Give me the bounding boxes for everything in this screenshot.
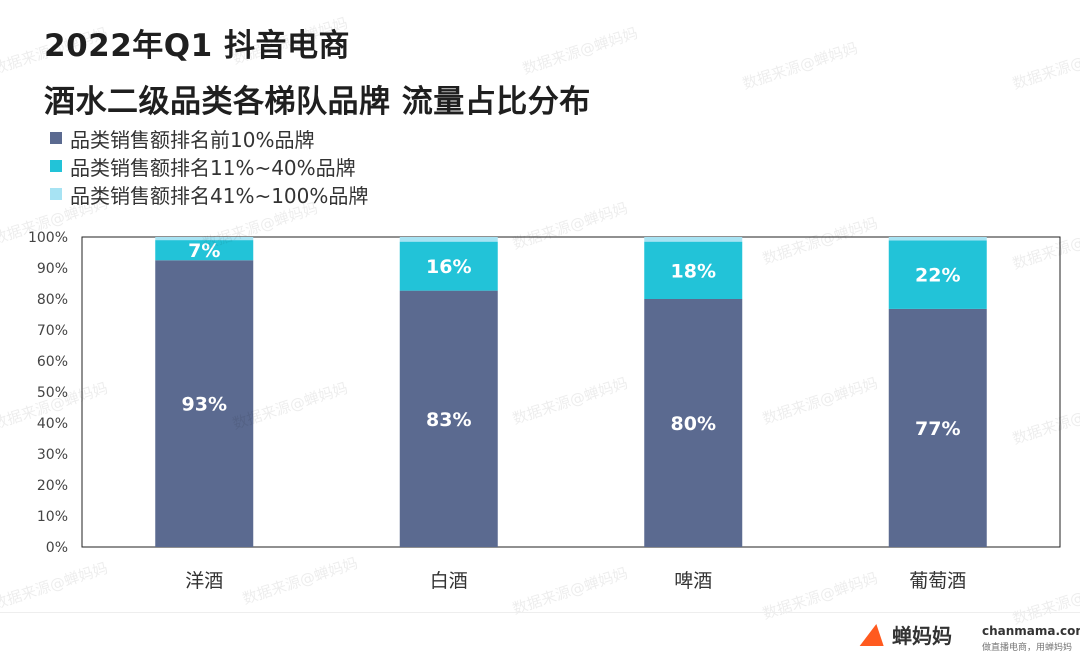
data-label-0-1: 83% [426,409,471,431]
y-tick-labels: 0% 10% 20% 30% 40% 50% 60% 70% 80% 90% 100% [28,230,68,556]
legend-swatch-41-100 [50,188,62,200]
chart-title-line2: 酒水二级品类各梯队品牌 流量占比分布 [44,84,591,120]
bar-segment-2-3 [888,237,987,241]
data-label-1-3: 22% [915,265,960,287]
y-tick-label: 100% [28,230,68,246]
legend: 品类销售额排名前10%品牌 品类销售额排名11%~40%品牌 品类销售额排名41… [50,124,368,208]
bars: 93% 7% 83% 16% 80% 18% 77% 22% [155,237,987,547]
data-label-0-0: 93% [182,394,227,416]
legend-label-top10: 品类销售额排名前10%品牌 [70,127,315,152]
chart-title-line1: 2022年Q1 抖音电商 [44,28,350,64]
legend-swatch-11-40 [50,160,62,172]
legend-item-41-100: 品类销售额排名41%~100%品牌 [50,180,368,208]
x-tick-label: 洋酒 [185,570,223,592]
brand-name: 蝉妈妈 [892,624,952,648]
bar-segment-0-2 [644,299,743,547]
x-tick-label: 啤酒 [674,570,712,592]
y-tick-label: 10% [37,509,68,525]
stacked-bar-chart: 93% 7% 83% 16% 80% 18% 77% 22% 洋酒 白酒 啤酒 葡萄酒 0% 10% 2… [28,230,1061,592]
data-label-1-2: 18% [671,260,716,282]
y-tick-label: 70% [37,323,68,339]
y-tick-label: 90% [37,261,68,277]
legend-swatch-top10 [50,132,62,144]
data-label-1-1: 16% [426,256,471,278]
y-tick-label: 50% [37,385,68,401]
y-tick-label: 20% [37,478,68,494]
site-url: chanmama.com [982,624,1080,638]
data-label-0-3: 77% [915,418,960,440]
legend-label-41-100: 品类销售额排名41%~100%品牌 [70,183,369,208]
brand-logo-icon [859,623,889,646]
legend-item-11-40: 品类销售额排名11%~40%品牌 [50,152,368,180]
data-label-0-2: 80% [671,413,716,435]
data-label-1-0: 7% [188,240,220,262]
legend-label-11-40: 品类销售额排名11%~40%品牌 [70,155,356,180]
y-tick-label: 60% [37,354,68,370]
brand-logo: 蝉妈妈 [859,620,952,649]
bar-segment-2-2 [644,237,743,242]
bar-segment-1-1 [399,241,498,291]
y-tick-label: 0% [46,540,68,556]
bar-segment-0-3 [888,308,987,547]
bar-segment-2-1 [399,237,498,242]
y-tick-label: 40% [37,416,68,432]
site-tagline: 做直播电商，用蝉妈妈 [982,643,1073,653]
x-tick-label: 白酒 [430,570,468,592]
bar-segment-2-0 [155,237,254,241]
x-tick-labels: 洋酒 白酒 啤酒 葡萄酒 [185,570,966,592]
x-tick-label: 葡萄酒 [909,570,966,592]
legend-item-top10: 品类销售额排名前10%品牌 [50,124,368,152]
bar-segment-1-0 [155,240,254,261]
plot-frame [81,236,1061,548]
bar-segment-1-2 [644,241,743,299]
bar-segment-0-0 [155,260,254,547]
bar-segment-0-1 [399,290,498,547]
bar-segment-1-3 [888,240,987,309]
site-info: chanmama.com 做直播电商，用蝉妈妈 [982,624,1080,653]
footer-divider [0,612,1080,613]
y-tick-label: 80% [37,292,68,308]
axes [81,236,1061,548]
y-tick-label: 30% [37,447,68,463]
